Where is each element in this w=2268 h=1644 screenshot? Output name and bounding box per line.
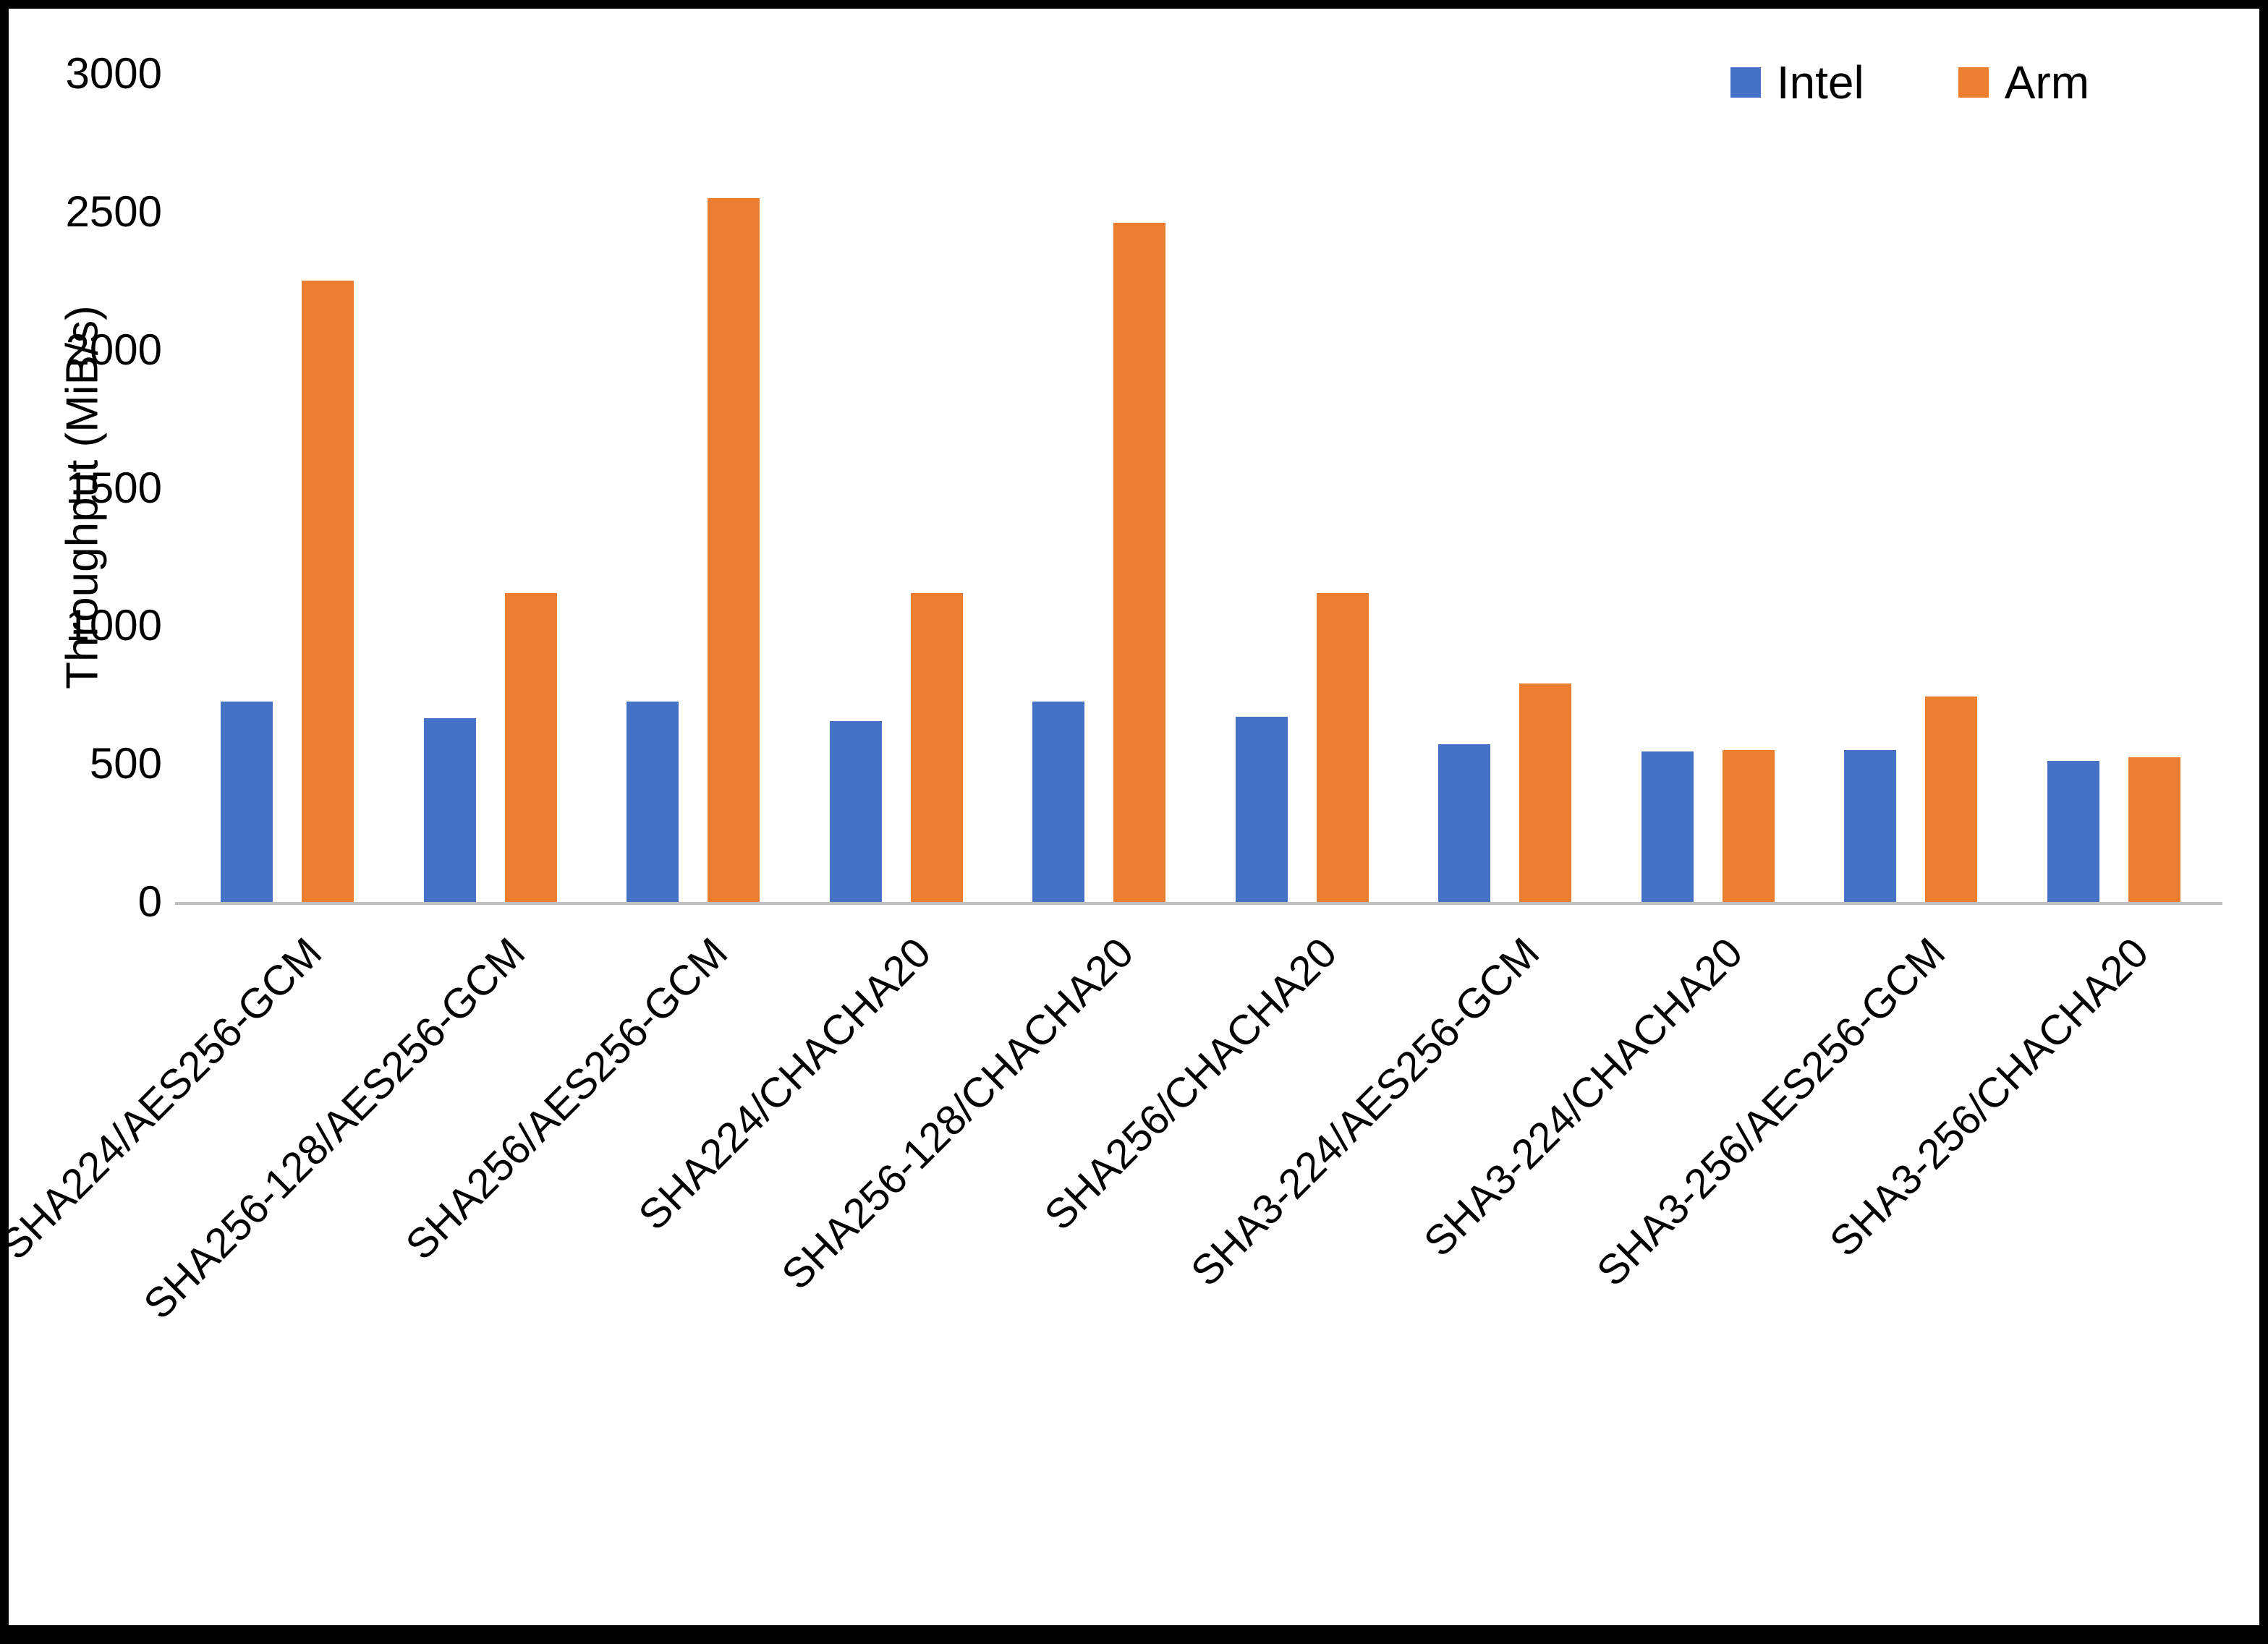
bar-arm xyxy=(1519,683,1572,902)
legend-label: Arm xyxy=(2004,56,2089,108)
y-tick-label: 2500 xyxy=(65,187,162,236)
y-tick-label: 500 xyxy=(89,739,162,788)
bar-arm xyxy=(1113,223,1166,902)
bar-arm xyxy=(2128,757,2180,902)
bar-arm xyxy=(1925,696,1978,902)
legend-label: Intel xyxy=(1776,56,1864,108)
y-tick-label: 0 xyxy=(137,877,162,926)
bar-arm xyxy=(302,281,354,902)
legend: Intel Arm xyxy=(1730,59,2089,106)
bar-intel xyxy=(1641,751,1694,902)
bar-arm xyxy=(504,592,557,902)
legend-item-intel: Intel xyxy=(1730,59,1864,106)
bar-intel xyxy=(1438,744,1491,902)
y-tick-label: 1000 xyxy=(65,601,162,650)
legend-swatch-icon xyxy=(1730,67,1761,98)
bar-intel xyxy=(1032,702,1085,902)
bar-intel xyxy=(423,718,476,902)
bar-intel xyxy=(1235,717,1288,902)
bar-intel xyxy=(1844,750,1897,902)
bar-arm xyxy=(910,592,963,902)
bar-arm xyxy=(1316,592,1369,902)
y-tick-label: 1500 xyxy=(65,463,162,512)
x-axis-line xyxy=(175,902,2222,905)
bar-arm xyxy=(708,197,760,902)
y-tick-label: 3000 xyxy=(65,49,162,98)
legend-item-arm: Arm xyxy=(1958,59,2089,106)
plot-area: Throughput (MiB/s) Intel Arm 0 500 1000 1500… xyxy=(9,9,2259,1625)
bar-intel xyxy=(221,702,273,902)
bar-intel xyxy=(829,721,882,902)
bar-arm xyxy=(1722,750,1775,902)
bar-intel xyxy=(2047,761,2099,902)
bar-intel xyxy=(627,702,679,902)
legend-swatch-icon xyxy=(1958,67,1989,98)
y-tick-label: 2000 xyxy=(65,325,162,374)
